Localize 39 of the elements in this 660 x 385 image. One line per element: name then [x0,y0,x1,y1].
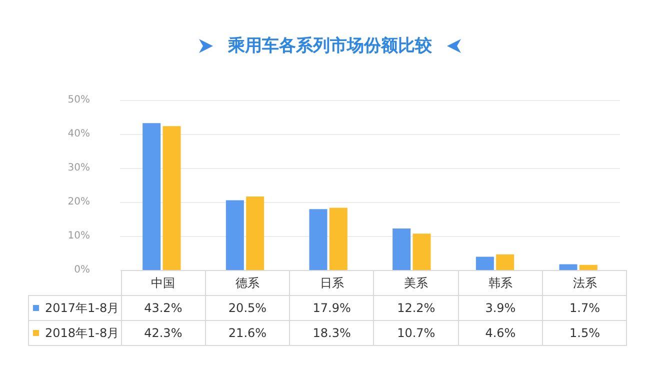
y-tick-label: 0% [74,264,90,276]
x-tick-label: 法系 [542,270,627,296]
data-label: 21.6% [205,320,290,346]
data-label: 4.6% [458,320,543,346]
data-label: 10.7% [374,320,458,346]
data-label: 3.9% [458,296,543,320]
legend-label: 2018年1-8月 [28,320,121,346]
x-tick-label: 韩系 [458,270,543,296]
bar [142,123,161,270]
bar [162,126,181,270]
bar [412,234,431,270]
bar [476,256,494,270]
legend-label: 2017年1-8月 [28,296,121,320]
bar [309,209,328,270]
data-label: 20.5% [205,296,290,320]
data-label: 12.2% [374,296,458,320]
y-tick-label: 30% [68,162,90,174]
bar [579,264,598,270]
data-label: 1.5% [542,320,627,346]
y-tick-label: 40% [68,128,90,140]
x-tick-label: 德系 [205,270,290,296]
y-tick-label: 50% [68,94,90,106]
chart-title: 乘用车各系列市场份额比较 [228,35,432,57]
data-label: 43.2% [121,296,206,320]
x-tick-label: 日系 [290,270,374,296]
bar [329,208,348,270]
bar [246,196,264,270]
data-label: 18.3% [290,320,374,346]
bar [559,264,578,270]
data-label: 42.3% [121,320,206,346]
y-tick-label: 20% [68,196,90,208]
x-tick-label: 中国 [121,270,206,296]
y-tick-label: 10% [68,230,90,242]
bar [392,228,411,270]
bar [496,254,514,270]
bar [226,200,244,270]
x-tick-label: 美系 [374,270,458,296]
data-label: 1.7% [542,296,627,320]
data-label: 17.9% [290,296,374,320]
